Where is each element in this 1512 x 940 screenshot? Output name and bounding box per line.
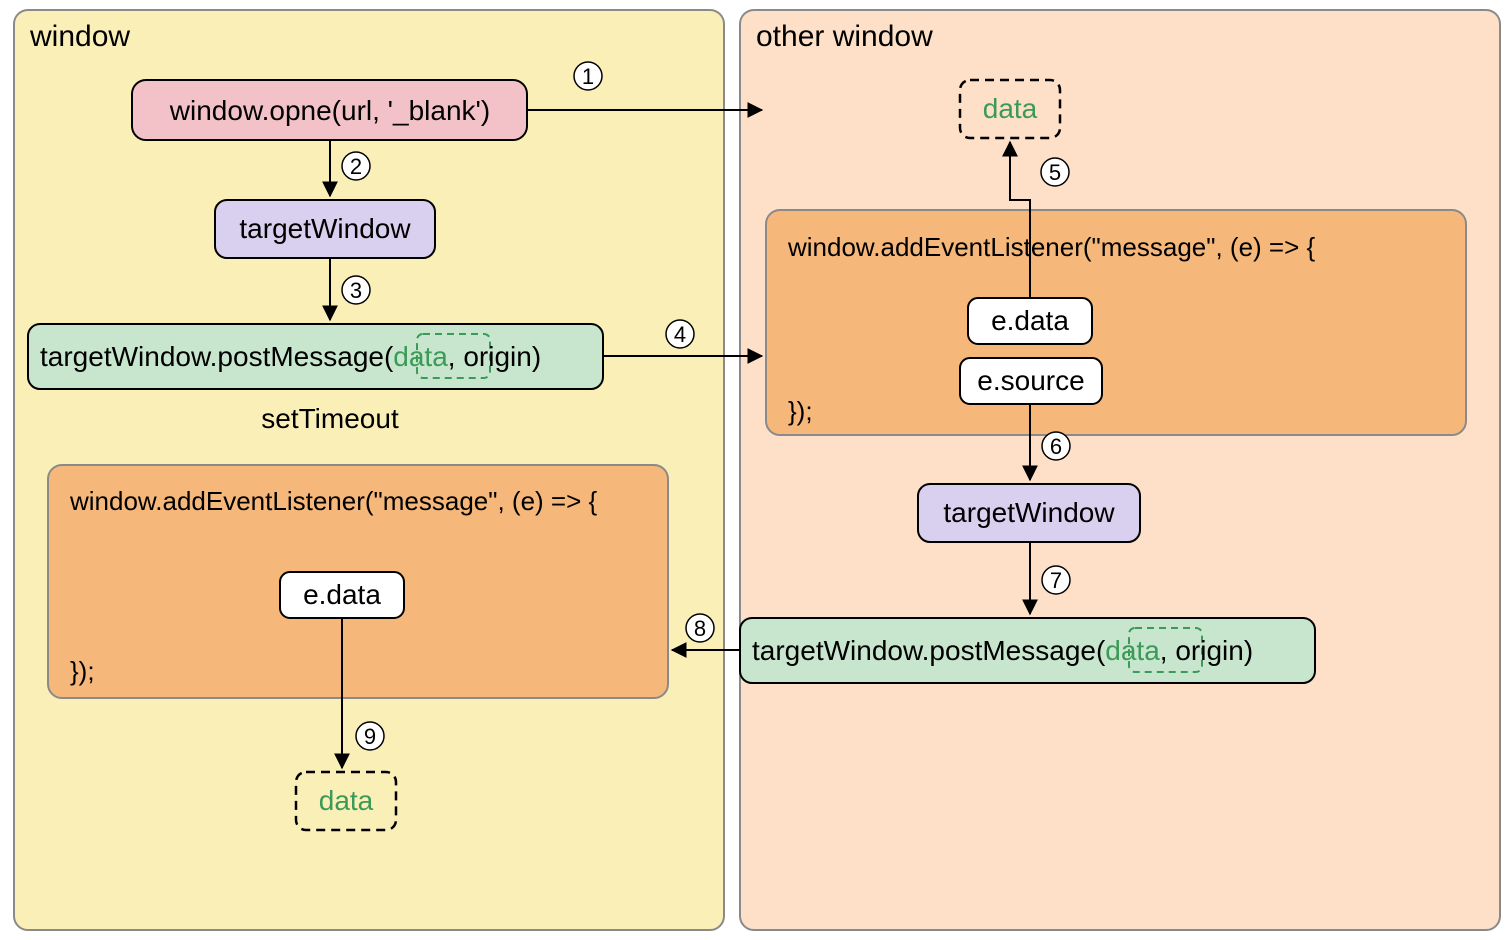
node-edata-left-label: e.data [303,579,381,610]
step-1: 1 [574,62,602,90]
panel-other-window-title: other window [756,20,933,53]
node-data-right-top-label: data [983,93,1038,124]
node-target-window-right: targetWindow [918,484,1140,542]
block-listener-right-open: window.addEventListener("message", (e) =… [787,232,1316,262]
step-8: 8 [686,614,714,642]
svg-text:5: 5 [1049,160,1061,185]
svg-text:9: 9 [364,724,376,749]
node-target-window-left-label: targetWindow [239,213,411,244]
svg-text:2: 2 [350,154,362,179]
panel-other-window: other window [740,10,1500,930]
node-edata-right-label: e.data [991,305,1069,336]
node-esource-right-label: e.source [977,365,1084,396]
block-listener-left: window.addEventListener("message", (e) =… [48,465,668,698]
node-target-window-left: targetWindow [215,200,435,258]
svg-text:8: 8 [694,616,706,641]
step-2: 2 [342,152,370,180]
svg-text:3: 3 [350,278,362,303]
node-post-message-left: targetWindow.postMessage(data, origin) [28,324,603,389]
step-4: 4 [666,320,694,348]
block-listener-right-close: }); [788,396,813,426]
block-listener-left-close: }); [70,656,95,686]
panel-window-title: window [29,20,130,53]
label-set-timeout: setTimeout [261,403,399,434]
step-5: 5 [1041,158,1069,186]
step-6: 6 [1042,432,1070,460]
step-9: 9 [356,722,384,750]
step-3: 3 [342,276,370,304]
svg-text:6: 6 [1050,434,1062,459]
svg-text:4: 4 [674,322,686,347]
block-listener-right: window.addEventListener("message", (e) =… [766,210,1466,435]
diagram-canvas: window other window window.opne(url, '_b… [0,0,1512,940]
node-post-message-right-label: targetWindow.postMessage(data, origin) [752,635,1253,666]
step-7: 7 [1042,566,1070,594]
node-window-open: window.opne(url, '_blank') [132,80,527,140]
node-window-open-label: window.opne(url, '_blank') [169,95,490,126]
panel-other-window-bg [740,10,1500,930]
node-post-message-right: targetWindow.postMessage(data, origin) [740,618,1315,683]
block-listener-left-open: window.addEventListener("message", (e) =… [69,486,598,516]
svg-text:1: 1 [582,64,594,89]
node-data-left-label: data [319,785,374,816]
node-target-window-right-label: targetWindow [943,497,1115,528]
svg-text:7: 7 [1050,568,1062,593]
node-post-message-left-label: targetWindow.postMessage(data, origin) [40,341,541,372]
